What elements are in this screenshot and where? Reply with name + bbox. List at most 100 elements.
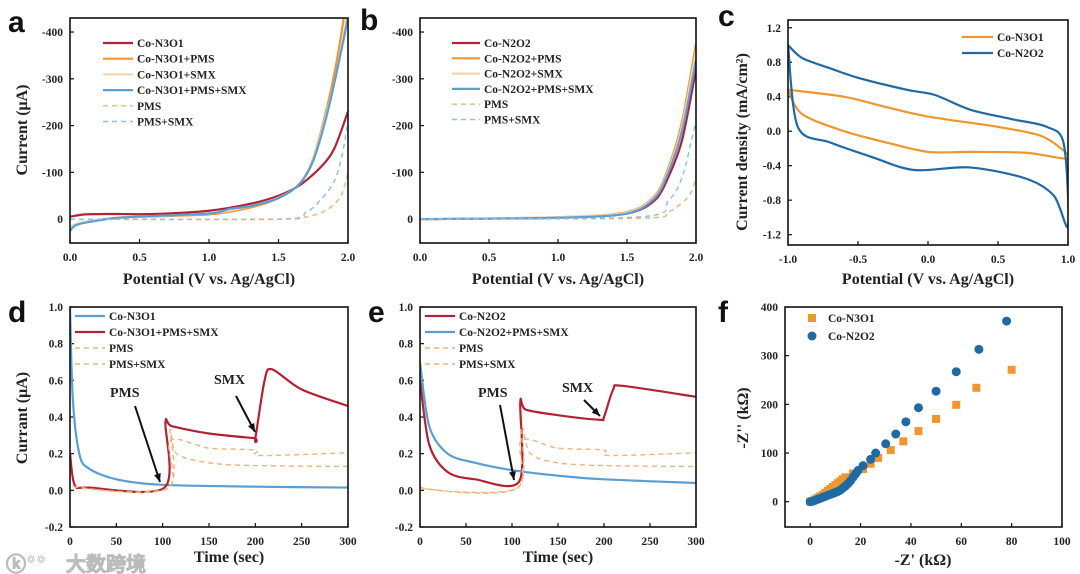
y-tick-label: -0.2 bbox=[45, 522, 63, 534]
x-tick-label: 80 bbox=[1006, 536, 1018, 548]
series-line-co-n2o2-pms-smx bbox=[420, 59, 696, 221]
series-line-co-n3o1 bbox=[70, 307, 348, 489]
panel-letter: f bbox=[718, 296, 729, 329]
y-tick-label: 1.2 bbox=[767, 23, 782, 35]
y-tick-label: 1.0 bbox=[399, 302, 414, 314]
series-line-co-n3o1-pms-smx bbox=[70, 367, 348, 494]
x-axis-label: Potential (V vs. Ag/AgCl) bbox=[123, 271, 295, 288]
y-tick-label: -400 bbox=[392, 27, 413, 39]
y-axis-label: Current density (mA/cm²) bbox=[734, 53, 751, 231]
x-tick-label: 0.5 bbox=[482, 252, 497, 264]
x-axis-label: Time (sec) bbox=[194, 549, 264, 566]
annotation-arrow-head-icon bbox=[509, 471, 516, 480]
panel-letter: a bbox=[8, 6, 25, 39]
x-tick-label: 1.5 bbox=[271, 252, 286, 264]
annotation-arrow-head-icon bbox=[591, 407, 600, 416]
legend-label: Co-N3O1+PMS+SMX bbox=[137, 85, 247, 97]
legend-label: Co-N2O2+PMS+SMX bbox=[484, 84, 594, 96]
panel-letter: e bbox=[368, 296, 385, 329]
y-tick-label: -1.2 bbox=[763, 230, 781, 242]
x-tick-label: 20 bbox=[855, 536, 867, 548]
data-point-circle bbox=[881, 439, 891, 449]
legend-label: PMS+SMX bbox=[484, 115, 541, 127]
x-tick-label: 100 bbox=[503, 536, 521, 548]
legend-marker-square bbox=[808, 314, 816, 322]
data-point-circle bbox=[951, 367, 961, 377]
series-group bbox=[805, 316, 1016, 507]
x-tick-label: 1.5 bbox=[620, 252, 635, 264]
y-tick-label: 0 bbox=[57, 214, 63, 226]
legend-label: Co-N3O1 bbox=[997, 32, 1044, 44]
y-tick-label: -0.2 bbox=[395, 522, 413, 534]
annotation-arrow-shaft bbox=[499, 404, 515, 481]
x-tick-label: 1.0 bbox=[1061, 254, 1076, 266]
panel-a: a 0.0 0.5 1.0 1.5 2.0 -400 -300 -200 -100 0 Current… bbox=[8, 6, 355, 288]
x-tick-label: 50 bbox=[111, 536, 123, 548]
annotation-label: SMX bbox=[562, 381, 593, 396]
y-tick-label: 0.2 bbox=[399, 449, 414, 461]
series-line-co-n2o2 bbox=[420, 380, 696, 488]
x-tick-label: 0.0 bbox=[413, 252, 428, 264]
annotation-arrow-head-icon bbox=[154, 473, 161, 482]
y-tick-label: 0.4 bbox=[767, 92, 782, 104]
x-axis-label: -Z' (kΩ) bbox=[895, 552, 952, 569]
plot-frame bbox=[69, 17, 349, 244]
x-tick-label: 2.0 bbox=[341, 252, 356, 264]
y-tick-label: -300 bbox=[392, 74, 413, 86]
y-tick-label: 0 bbox=[772, 497, 778, 509]
legend-label: Co-N2O2 bbox=[484, 38, 531, 50]
panel-f: f 0 20 40 60 80 100 400 300 200 100 0 -Z'' (kΩ) -Z' (… bbox=[718, 296, 1071, 569]
panel-letter: b bbox=[360, 4, 378, 37]
y-tick-label: -0.8 bbox=[763, 195, 781, 207]
y-tick-label: -200 bbox=[42, 121, 63, 133]
x-tick-label: 2.0 bbox=[689, 252, 704, 264]
plot-frame bbox=[419, 17, 697, 244]
legend-label: PMS+SMX bbox=[137, 117, 194, 129]
x-tick-label: 300 bbox=[687, 536, 705, 548]
series-line-pms bbox=[420, 176, 696, 220]
data-point-circle bbox=[891, 429, 901, 439]
series-group bbox=[788, 44, 1068, 229]
y-tick-label: -100 bbox=[42, 167, 63, 179]
series-line-pms-smx bbox=[420, 120, 696, 220]
x-tick-label: 50 bbox=[460, 536, 472, 548]
x-tick-label: 1.0 bbox=[202, 252, 217, 264]
x-tick-label: 250 bbox=[641, 536, 659, 548]
panel-c: c -1.0 -0.5 0.0 0.5 1.0 1.2 0.8 0.4 0.0 -0.4 -0.8 -1… bbox=[718, 0, 1075, 288]
series-line-co-n3o1 bbox=[70, 111, 348, 218]
data-point-circle bbox=[1002, 316, 1012, 326]
legend-label: Co-N2O2 bbox=[828, 331, 875, 343]
x-tick-label: 1.0 bbox=[551, 252, 566, 264]
x-tick-label: 0.0 bbox=[921, 254, 936, 266]
data-point-circle bbox=[974, 344, 984, 354]
series-line-pms bbox=[420, 424, 696, 494]
legend-label: Co-N3O1 bbox=[137, 38, 184, 50]
x-tick-label: 0 bbox=[807, 536, 813, 548]
x-tick-label: -1.0 bbox=[779, 254, 797, 266]
plot-frame bbox=[69, 306, 349, 528]
legend-label: PMS bbox=[137, 101, 161, 113]
panel-e: e 0 50 100 150 200 250 300 1.0 0.8 0.6 0.4 0.2 0.0 -0.… bbox=[368, 296, 705, 566]
y-tick-label: 0.0 bbox=[767, 126, 782, 138]
y-tick-label: 0.0 bbox=[49, 485, 64, 497]
y-tick-label: 0.4 bbox=[49, 412, 64, 424]
data-point-square bbox=[899, 437, 908, 446]
x-tick-label: -0.5 bbox=[849, 254, 867, 266]
watermark: ⓚ°° 大数跨境 bbox=[6, 552, 147, 574]
y-tick-label: 0.6 bbox=[49, 375, 64, 387]
legend-label: PMS bbox=[109, 343, 133, 355]
series-line-pms-smx bbox=[70, 438, 348, 493]
x-tick-label: 0 bbox=[417, 536, 423, 548]
x-axis-label: Potential (V vs. Ag/AgCl) bbox=[842, 271, 1014, 288]
annotation-arrow-shaft bbox=[134, 405, 161, 483]
legend-label: Co-N2O2 bbox=[459, 311, 506, 323]
y-tick-label: -0.4 bbox=[763, 161, 781, 173]
data-point-square bbox=[874, 453, 883, 462]
legend-label: PMS+SMX bbox=[459, 359, 516, 371]
x-tick-label: 0.5 bbox=[991, 254, 1006, 266]
plot-frame bbox=[784, 306, 1063, 528]
data-point-circle bbox=[871, 448, 881, 458]
annotation-arrow-head-icon bbox=[248, 423, 255, 432]
data-point-square bbox=[1007, 365, 1016, 374]
y-tick-label: -400 bbox=[42, 27, 63, 39]
